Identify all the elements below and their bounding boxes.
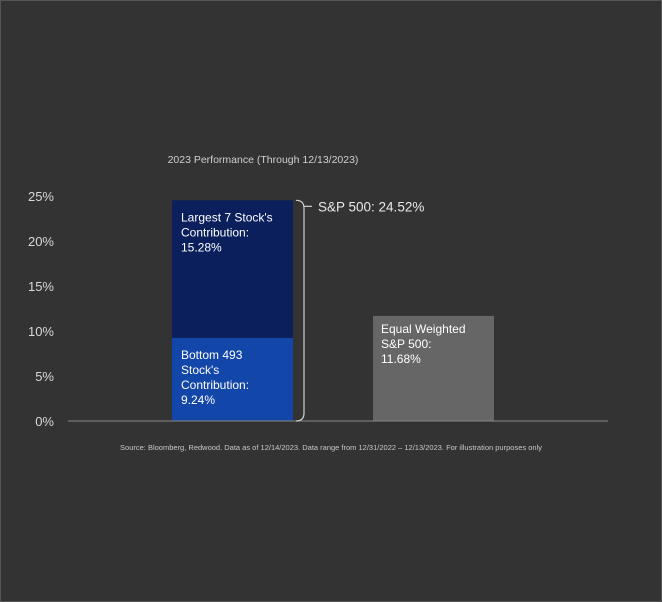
total-bracket: S&P 500: 24.52% xyxy=(295,199,424,422)
source-note: Source: Bloomberg, Redwood. Data as of 1… xyxy=(120,443,542,452)
total-bracket-line xyxy=(295,199,305,422)
y-tick-label-2: 10% xyxy=(28,324,54,339)
total-label: S&P 500: 24.52% xyxy=(318,199,424,214)
stacked-bar-segment-0-label: Contribution: xyxy=(181,378,249,392)
stacked-bar-segment-1-label: Largest 7 Stock's xyxy=(181,210,273,224)
stacked-bar-segment-1-label: Contribution: xyxy=(181,225,249,239)
stacked-bar-segment-1-label: 15.28% xyxy=(181,240,222,254)
equal-weighted-bar-label: S&P 500: xyxy=(381,337,431,351)
stacked-bar-segment-1 xyxy=(172,200,293,338)
y-tick-label-1: 5% xyxy=(35,369,54,384)
equal-weighted-bar xyxy=(373,315,494,421)
stacked-bar-segment-0-label: Stock's xyxy=(181,363,219,377)
y-tick-label-5: 25% xyxy=(28,189,54,204)
y-tick-label-4: 20% xyxy=(28,234,54,249)
stacked-bar-segment-0-label: 9.24% xyxy=(181,393,215,407)
stacked-bar-segment-0 xyxy=(172,337,293,421)
y-tick-label-3: 15% xyxy=(28,279,54,294)
bars: Bottom 493Stock'sContribution:9.24%Large… xyxy=(172,200,494,421)
equal-weighted-bar-label: 11.68% xyxy=(381,352,421,366)
chart-title: 2023 Performance (Through 12/13/2023) xyxy=(168,154,359,166)
stacked-bar-segment-0-label: Bottom 493 xyxy=(181,348,243,362)
equal-weighted-bar-label: Equal Weighted xyxy=(381,322,466,336)
y-tick-label-0: 0% xyxy=(35,414,54,429)
y-axis: 0% 5% 10% 15% 20% 25% xyxy=(28,189,54,429)
